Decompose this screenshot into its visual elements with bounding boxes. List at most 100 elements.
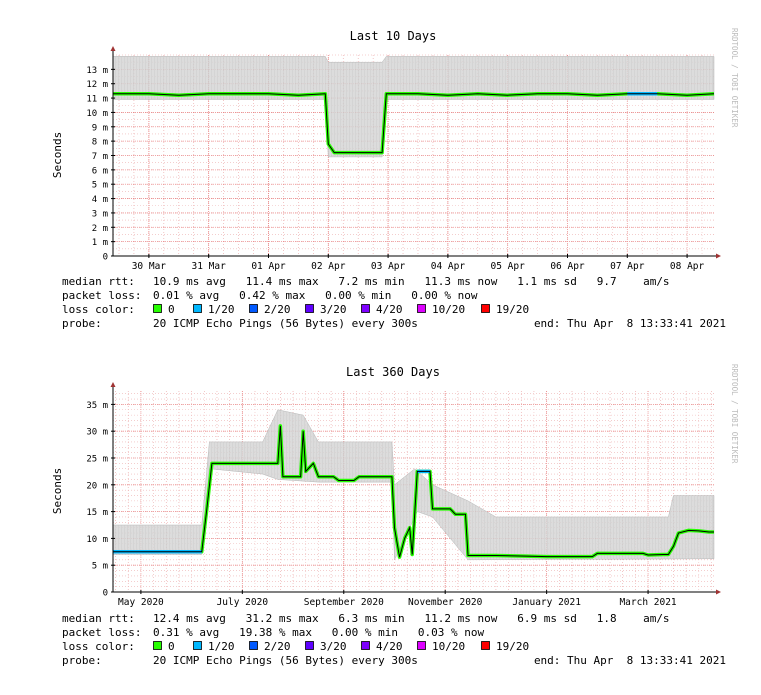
- loss-color-label: loss color:: [62, 640, 135, 653]
- y-tick-label: 3 m: [92, 209, 108, 219]
- packet-loss-label: packet loss:: [62, 289, 141, 302]
- loss-swatch-label: 10/20: [432, 303, 465, 316]
- y-tick-label: 12 m: [86, 80, 108, 90]
- x-tick-label: July 2020: [217, 597, 269, 608]
- loss-swatch-label: 1/20: [208, 303, 235, 316]
- y-axis-label: Seconds: [51, 132, 64, 178]
- median-rtt-label: median rtt:: [62, 612, 135, 625]
- y-tick-label: 0: [103, 253, 108, 263]
- smoke-band: [113, 56, 714, 157]
- x-tick-label: 04 Apr: [431, 261, 466, 272]
- y-tick-label: 5 m: [92, 562, 108, 572]
- loss-swatch-label: 0: [168, 640, 175, 653]
- y-tick-label: 13 m: [86, 66, 108, 76]
- y-axis-arrow: [110, 46, 116, 51]
- loss-swatch: [361, 641, 370, 650]
- loss-swatch-label: 1/20: [208, 640, 235, 653]
- loss-swatch-label: 0: [168, 303, 175, 316]
- loss-swatch-label: 19/20: [496, 640, 529, 653]
- watermark: RRDTOOL / TOBI OETIKER: [730, 364, 739, 464]
- loss-swatch-label: 2/20: [264, 640, 291, 653]
- loss-swatch: [153, 641, 162, 650]
- y-tick-label: 20 m: [86, 481, 108, 491]
- x-tick-label: 05 Apr: [491, 261, 526, 272]
- y-tick-label: 10 m: [86, 109, 108, 119]
- y-tick-label: 7 m: [92, 152, 108, 162]
- loss-swatch: [481, 304, 490, 313]
- median-rtt-label: median rtt:: [62, 275, 135, 288]
- loss-swatch-label: 3/20: [320, 640, 347, 653]
- x-tick-label: January 2021: [512, 597, 581, 608]
- stats-block: median rtt: 12.4 ms avg 31.2 ms max 6.3 …: [62, 612, 726, 667]
- loss-swatch-label: 10/20: [432, 640, 465, 653]
- loss-swatch: [417, 641, 426, 650]
- loss-swatch-label: 4/20: [376, 640, 403, 653]
- chart-title: Last 10 Days: [350, 29, 437, 43]
- packet-loss-values: 0.31 % avg 19.38 % max 0.00 % min 0.03 %…: [153, 626, 485, 639]
- x-tick-label: March 2021: [619, 597, 676, 608]
- loss-swatch-label: 4/20: [376, 303, 403, 316]
- y-tick-label: 30 m: [86, 428, 108, 438]
- loss-swatch-label: 19/20: [496, 303, 529, 316]
- panel-last-10-days: Last 10 Days Seconds RRDTOOL / TOBI OETI…: [51, 28, 739, 330]
- loss-swatch-label: 2/20: [264, 303, 291, 316]
- smoke-spikes: [113, 393, 712, 592]
- y-tick-label: 35 m: [86, 401, 108, 411]
- loss-swatch: [361, 304, 370, 313]
- smoke-spikes: [113, 57, 712, 256]
- x-tick-label: 30 Mar: [132, 261, 167, 272]
- loss-swatch: [417, 304, 426, 313]
- x-axis-arrow: [716, 253, 721, 259]
- end-time: end: Thu Apr 8 13:33:41 2021: [534, 317, 726, 330]
- loss-swatch: [249, 304, 258, 313]
- median-line: [113, 425, 714, 558]
- x-tick-label: 07 Apr: [610, 261, 645, 272]
- y-tick-label: 25 m: [86, 455, 108, 465]
- y-tick-label: 10 m: [86, 535, 108, 545]
- packet-loss-label: packet loss:: [62, 626, 141, 639]
- x-tick-label: November 2020: [408, 597, 483, 608]
- x-axis-arrow: [716, 589, 721, 595]
- y-tick-label: 6 m: [92, 166, 108, 176]
- plot-area: 0 5 m 10 m 15 m 20 m 25 m 30 m 35 m May 2020 July…: [86, 382, 721, 608]
- loss-swatch: [249, 641, 258, 650]
- stats-block: median rtt: 10.9 ms avg 11.4 ms max 7.2 …: [62, 275, 726, 330]
- median-line: [113, 93, 715, 154]
- loss-swatch: [481, 641, 490, 650]
- smoke-outline: [112, 409, 715, 561]
- y-tick-label: 15 m: [86, 508, 108, 518]
- x-tick-label: September 2020: [304, 597, 384, 608]
- x-tick-label: May 2020: [118, 597, 164, 608]
- y-tick-label: 5 m: [92, 181, 108, 191]
- x-tick-label: 03 Apr: [371, 261, 406, 272]
- loss-swatch: [305, 304, 314, 313]
- probe-label: probe:: [62, 317, 102, 330]
- y-tick-label: 9 m: [92, 123, 108, 133]
- y-tick-label: 2 m: [92, 224, 108, 234]
- x-tick-label: 08 Apr: [670, 261, 705, 272]
- y-tick-label: 11 m: [86, 95, 108, 105]
- probe-value: 20 ICMP Echo Pings (56 Bytes) every 300s: [153, 317, 418, 330]
- y-tick-label: 1 m: [92, 238, 108, 248]
- loss-color-legend: 0 1/20 2/20 3/20 4/20 10/20 19/20: [153, 303, 529, 316]
- smoke-band: [113, 409, 714, 560]
- loss-swatch: [193, 304, 202, 313]
- loss-color-legend: 0 1/20 2/20 3/20 4/20 10/20 19/20: [153, 640, 529, 653]
- x-tick-label: 01 Apr: [251, 261, 286, 272]
- probe-value: 20 ICMP Echo Pings (56 Bytes) every 300s: [153, 654, 418, 667]
- packet-loss-values: 0.01 % avg 0.42 % max 0.00 % min 0.00 % …: [153, 289, 478, 302]
- x-tick-label: 31 Mar: [192, 261, 227, 272]
- x-tick-label: 06 Apr: [550, 261, 585, 272]
- chart-title: Last 360 Days: [346, 365, 440, 379]
- loss-color-label: loss color:: [62, 303, 135, 316]
- loss-swatch: [193, 641, 202, 650]
- median-rtt-values: 10.9 ms avg 11.4 ms max 7.2 ms min 11.3 …: [153, 275, 670, 288]
- end-time: end: Thu Apr 8 13:33:41 2021: [534, 654, 726, 667]
- loss-swatch: [153, 304, 162, 313]
- y-tick-label: 8 m: [92, 138, 108, 148]
- y-tick-label: 4 m: [92, 195, 108, 205]
- loss-swatch-label: 3/20: [320, 303, 347, 316]
- x-tick-label: 02 Apr: [311, 261, 346, 272]
- y-axis-label: Seconds: [51, 468, 64, 514]
